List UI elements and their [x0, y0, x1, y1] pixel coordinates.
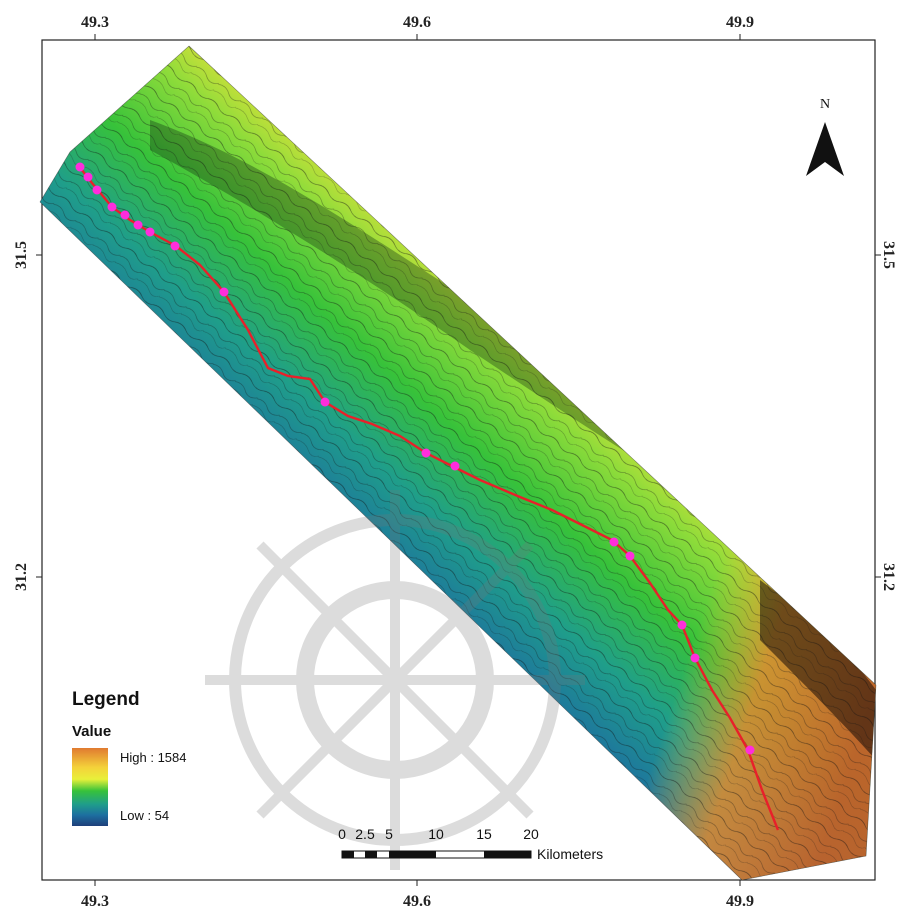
bottom-lon-label: 49.9: [726, 893, 754, 910]
scale-unit-label: Kilometers: [537, 846, 603, 862]
right-lat-label: 31.5: [880, 241, 897, 269]
station-marker: [677, 620, 687, 630]
north-label: N: [820, 97, 830, 112]
station-markers: [75, 162, 755, 755]
station-marker: [609, 537, 619, 547]
scale-tick-label: 2.5: [355, 826, 375, 842]
legend-title: Legend: [72, 689, 140, 710]
station-marker: [625, 551, 635, 561]
station-marker: [107, 202, 117, 212]
top-lon-label: 49.9: [726, 14, 754, 31]
left-lat-label: 31.2: [13, 563, 30, 591]
scale-tick-label: 0: [338, 826, 346, 842]
station-marker: [690, 653, 700, 663]
watermark-logo: [205, 490, 585, 870]
top-lon-label: 49.6: [403, 14, 431, 31]
station-marker: [145, 227, 155, 237]
bottom-lon-label: 49.3: [81, 893, 109, 910]
station-marker: [320, 397, 330, 407]
station-marker: [133, 220, 143, 230]
legend-high-label: High : 1584: [120, 750, 187, 765]
station-marker: [219, 287, 229, 297]
station-marker: [120, 210, 130, 220]
top-lon-label: 49.3: [81, 14, 109, 31]
north-arrow-icon: [806, 122, 844, 176]
scale-tick-label: 10: [428, 826, 444, 842]
graticule-ticks: [36, 34, 881, 886]
legend-low-label: Low : 54: [120, 808, 169, 823]
station-marker: [75, 162, 85, 172]
legend: Legend Value High : 1584 Low : 54: [72, 689, 187, 826]
left-lat-label: 31.5: [13, 241, 30, 269]
bottom-lon-label: 49.6: [403, 893, 431, 910]
right-lat-label: 31.2: [880, 563, 897, 591]
legend-subtitle: Value: [72, 723, 111, 740]
scale-tick-label: 20: [523, 826, 539, 842]
scale-tick-label: 5: [385, 826, 393, 842]
legend-color-ramp: [72, 748, 108, 826]
north-arrow: N: [806, 97, 844, 176]
station-marker: [421, 448, 431, 458]
scale-tick-label: 15: [476, 826, 492, 842]
station-marker: [450, 461, 460, 471]
station-marker: [92, 185, 102, 195]
station-marker: [745, 745, 755, 755]
station-marker: [170, 241, 180, 251]
scale-bar: 0 2.5 5 10 15 20 Kilometers: [338, 826, 603, 862]
station-marker: [83, 172, 93, 182]
study-area-outline: [39, 45, 877, 881]
